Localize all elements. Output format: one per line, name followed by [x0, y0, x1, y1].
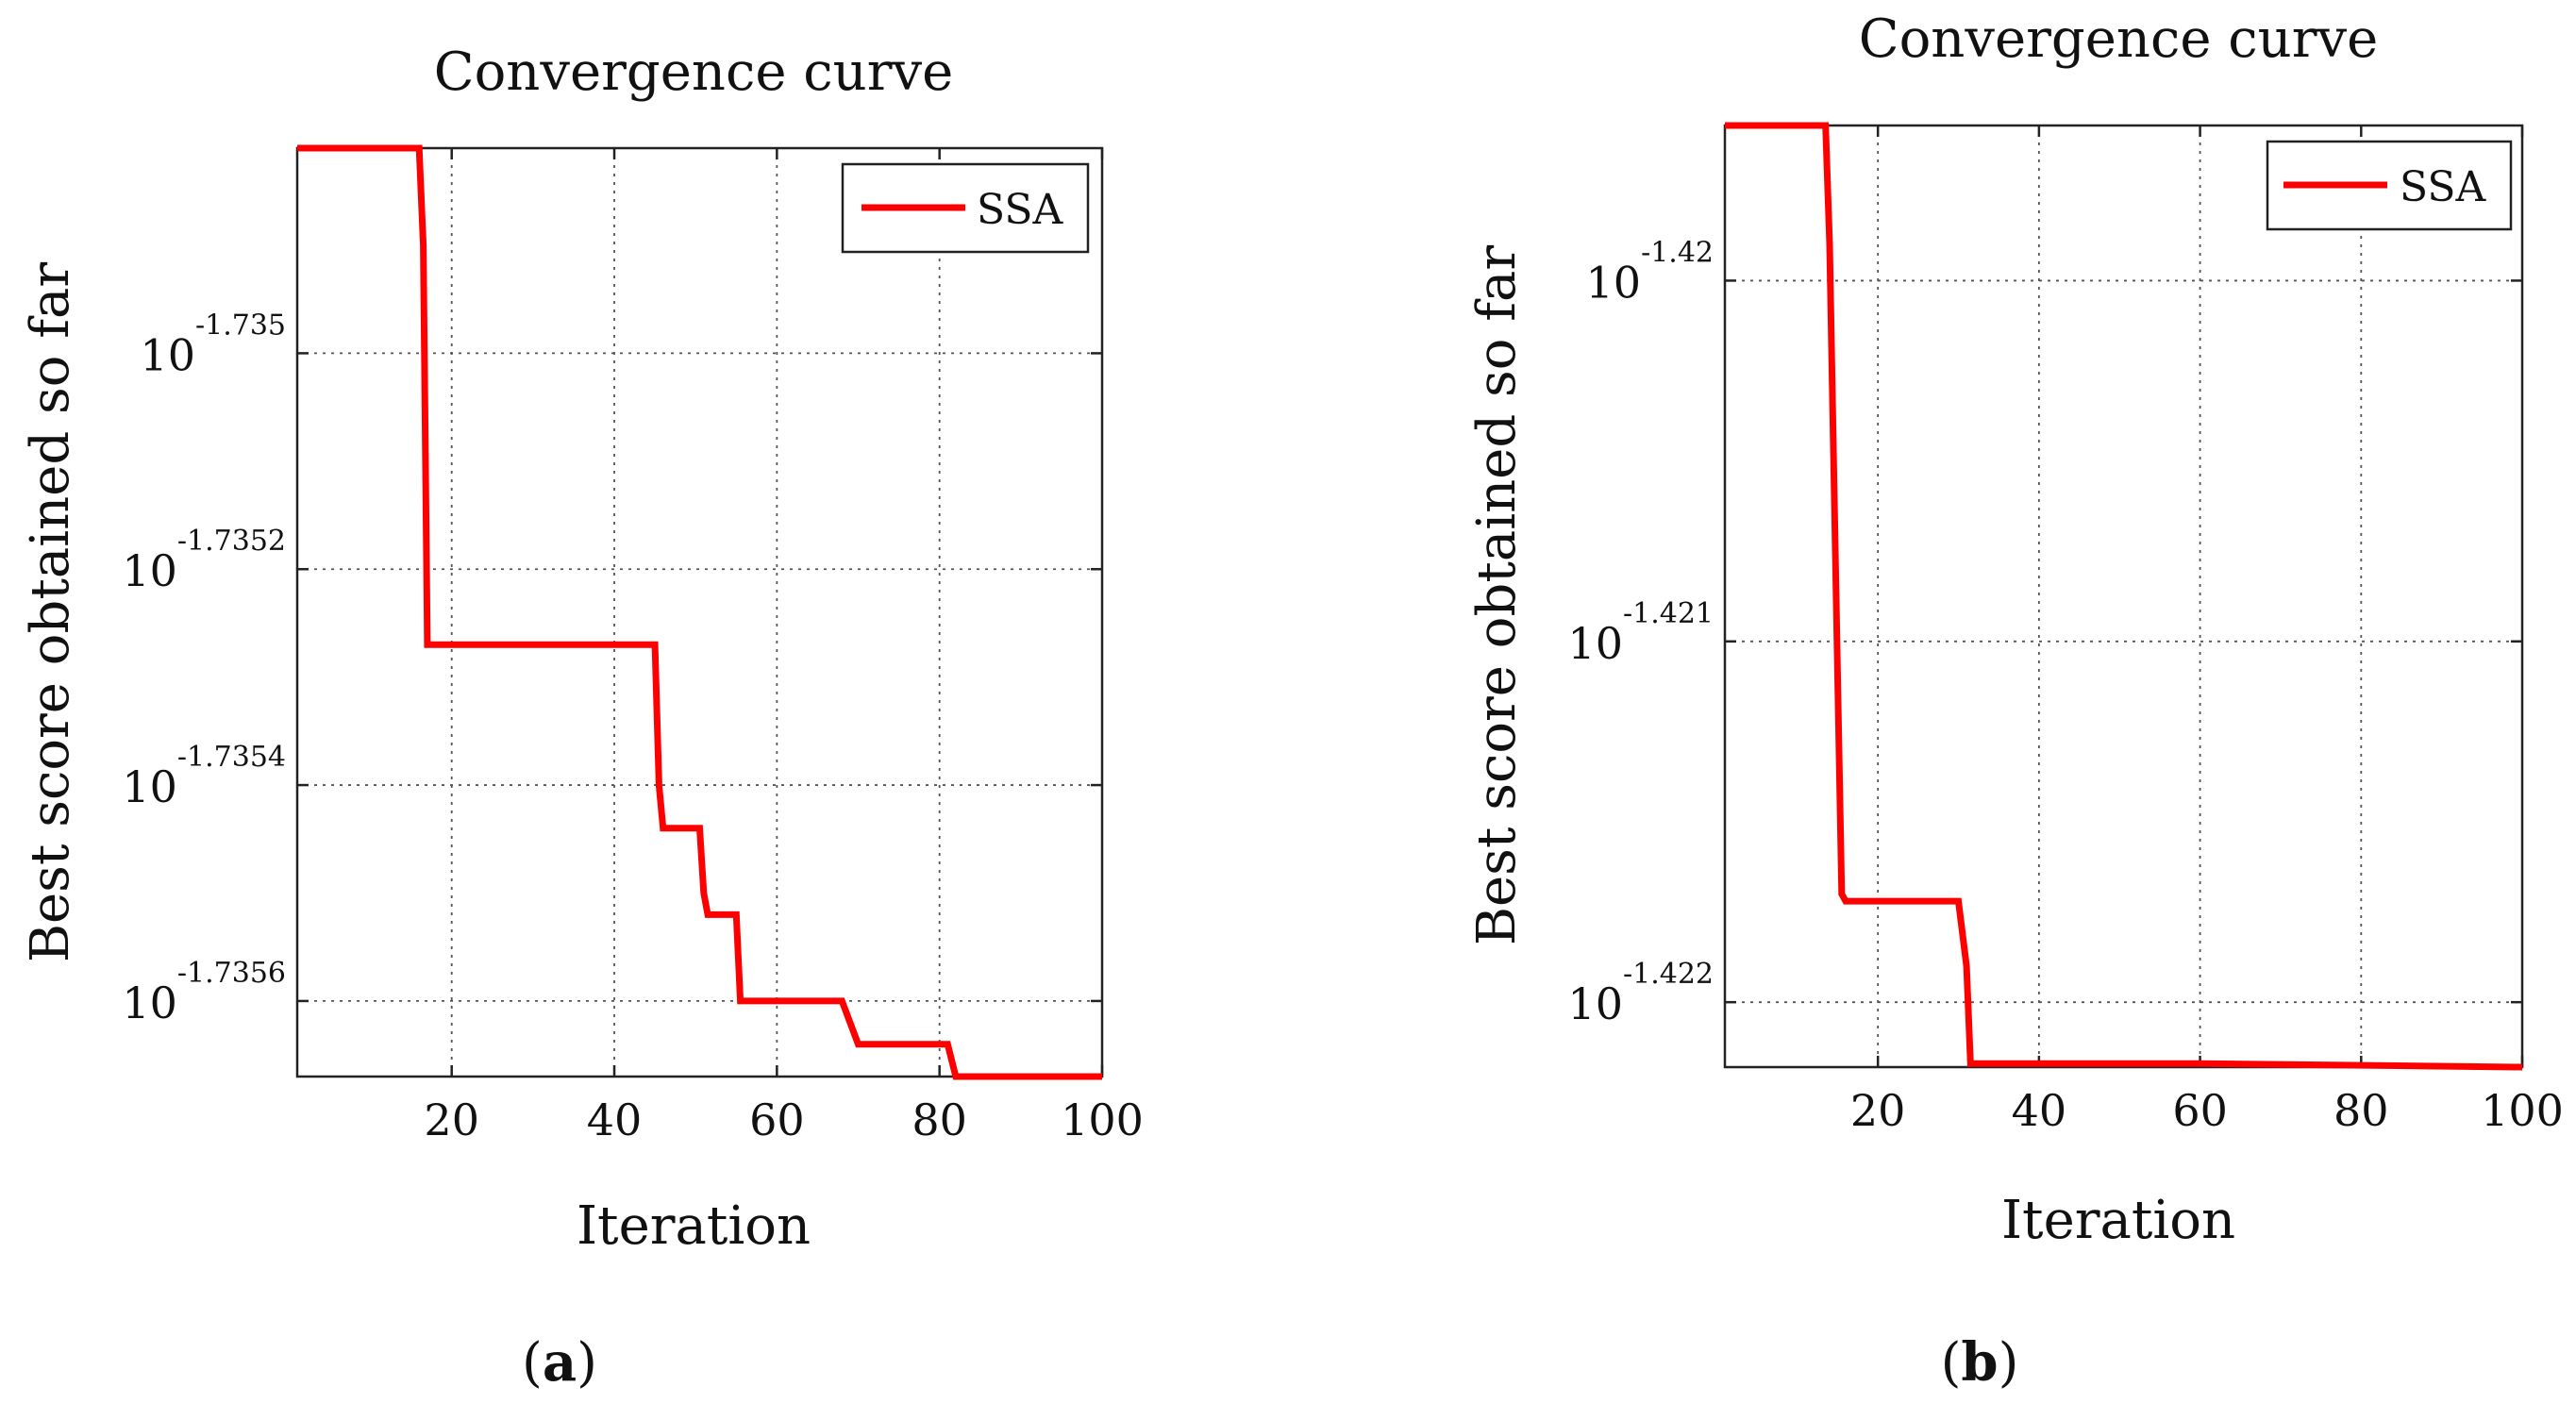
chart-a: Convergence curve 20 40 60 80 100 10-1.73510…: [20, 42, 1144, 1394]
chart-b-ytick-label: 10-1.422: [1567, 958, 1714, 1029]
chart-b-title: Convergence curve: [1859, 8, 2379, 70]
chart-a-xtick-label: 40: [587, 1094, 643, 1145]
chart-b-panel-open: (: [1941, 1332, 1962, 1394]
chart-a-grid: [297, 148, 1102, 1077]
chart-a-ytick-label: 10-1.7354: [122, 741, 286, 812]
chart-a-xtick-labels: 20 40 60 80 100: [424, 1094, 1143, 1145]
chart-b-grid: [1725, 125, 2522, 1067]
chart-b-panel-close: ): [1999, 1332, 2019, 1394]
chart-b-xtick-label: 40: [2012, 1085, 2067, 1136]
chart-a-ytick-base: 10: [122, 977, 177, 1028]
chart-a-xtick-label: 60: [749, 1094, 805, 1145]
chart-b-ytick-base: 10: [1567, 618, 1623, 669]
chart-a-series-ssa-line: [297, 144, 1102, 1080]
chart-a-panel-label: (a): [522, 1331, 597, 1394]
chart-b-ytick-base: 10: [1586, 257, 1642, 308]
chart-b-ytick-base: 10: [1567, 978, 1623, 1029]
chart-a-xlabel: Iteration: [577, 1195, 811, 1257]
chart-b-series-ssa-line: [1725, 122, 2523, 1071]
chart-b-xtick-label: 80: [2333, 1085, 2389, 1136]
chart-b-panel-letter: b: [1961, 1331, 1998, 1394]
chart-a-panel-letter: a: [543, 1331, 577, 1394]
chart-b-xtick-label: 100: [2481, 1085, 2564, 1136]
chart-b-ytick-exponent: -1.422: [1623, 958, 1714, 991]
chart-b-xtick-label: 20: [1850, 1085, 1906, 1136]
chart-a-ytick-label: 10-1.7356: [122, 957, 286, 1028]
chart-b-legend-label: SSA: [2400, 163, 2487, 211]
chart-b-legend: SSA: [2266, 140, 2513, 231]
chart-a-ytick-base: 10: [122, 545, 177, 596]
chart-b-ytick-exponent: -1.421: [1623, 597, 1714, 630]
chart-a-title: Convergence curve: [434, 42, 954, 103]
chart-b-ytick-label: 10-1.421: [1567, 597, 1714, 669]
chart-a-ytick-base: 10: [122, 761, 177, 812]
chart-b-ytick-label: 10-1.42: [1586, 236, 1714, 308]
chart-a-ytick-base: 10: [140, 329, 195, 380]
chart-a-xtick-label: 20: [424, 1094, 479, 1145]
chart-b-ytick-exponent: -1.42: [1641, 236, 1714, 269]
chart-b-plot-area: [1723, 124, 2524, 1069]
chart-b-xtick-labels: 20 40 60 80 100: [1850, 1085, 2564, 1136]
chart-a-ytick-exponent: -1.735: [195, 309, 286, 342]
chart-b-ylabel: Best score obtained so far: [1466, 245, 1528, 945]
chart-b: Convergence curve 20 40 60 80 100 10-1.4210-…: [1466, 8, 2564, 1394]
chart-a-ytick-exponent: -1.7354: [177, 741, 286, 774]
chart-a-panel-open: (: [522, 1332, 543, 1394]
chart-a-ticks: [297, 148, 1104, 1077]
chart-a-legend: SSA: [841, 162, 1090, 254]
chart-a-ytick-label: 10-1.735: [140, 309, 286, 380]
chart-b-panel-label: (b): [1941, 1331, 2019, 1394]
chart-a-xtick-label: 100: [1061, 1094, 1144, 1145]
chart-a-xtick-label: 80: [912, 1094, 967, 1145]
chart-a-plot-area: [295, 146, 1104, 1078]
chart-a-panel-close: ): [577, 1332, 597, 1394]
chart-a-ytick-label: 10-1.7352: [122, 525, 286, 596]
chart-a-ylabel: Best score obtained so far: [20, 262, 81, 962]
chart-b-xtick-label: 60: [2172, 1085, 2228, 1136]
chart-b-xlabel: Iteration: [2001, 1190, 2235, 1251]
chart-a-ytick-exponent: -1.7352: [177, 525, 286, 558]
chart-a-legend-label: SSA: [977, 186, 1064, 234]
chart-a-ytick-exponent: -1.7356: [177, 957, 286, 990]
